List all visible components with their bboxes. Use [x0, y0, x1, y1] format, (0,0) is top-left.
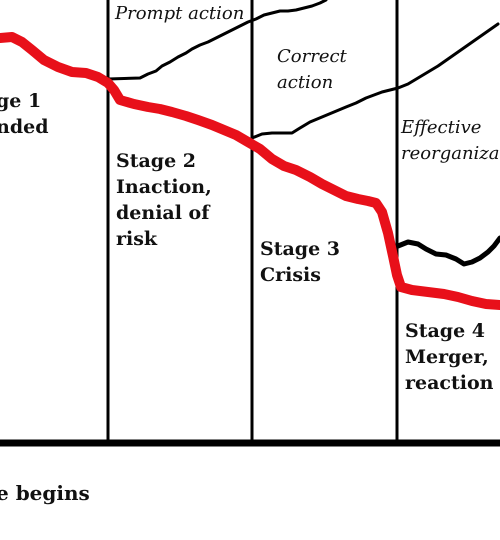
stage-4-title: Stage 4: [405, 320, 486, 342]
stage-4-desc-line-1: Merger,: [405, 346, 489, 368]
stage-3-label: Stage 3 Crisis: [260, 236, 340, 288]
effective-reorganization-label: Effective reorganiza: [401, 115, 500, 167]
stage-4-desc-line-2: reaction: [405, 372, 494, 394]
stage-3-desc: Crisis: [260, 264, 321, 286]
stage-1-desc: nded: [0, 116, 49, 138]
effective-reorganization-curve: [395, 235, 500, 267]
stage-4-label: Stage 4 Merger, reaction: [405, 318, 493, 396]
stage-2-label: Stage 2 Inaction, denial of risk: [116, 148, 212, 252]
correct-action-line-2: action: [277, 72, 334, 93]
effective-reorganization-line-1: Effective: [401, 117, 482, 138]
prompt-action-curve: [106, 0, 328, 81]
decline-curve: [0, 32, 500, 310]
stage-2-desc-line-2: denial of: [116, 202, 210, 224]
bottom-caption: e begins: [0, 481, 90, 505]
stage-1-title: ge 1: [0, 90, 42, 112]
stage-1-label: ge 1 nded: [0, 88, 48, 140]
correct-action-curve: [250, 22, 500, 140]
stage-2-desc-line-1: Inaction,: [116, 176, 212, 198]
stage-3-title: Stage 3: [260, 238, 341, 260]
correct-action-line-1: Correct: [277, 46, 347, 67]
effective-reorganization-line-2: reorganiza: [401, 143, 500, 164]
prompt-action-label: Prompt action: [115, 3, 245, 24]
stage-2-desc-line-3: risk: [116, 228, 158, 250]
stage-2-title: Stage 2: [116, 150, 197, 172]
correct-action-label: Correct action: [277, 44, 347, 96]
